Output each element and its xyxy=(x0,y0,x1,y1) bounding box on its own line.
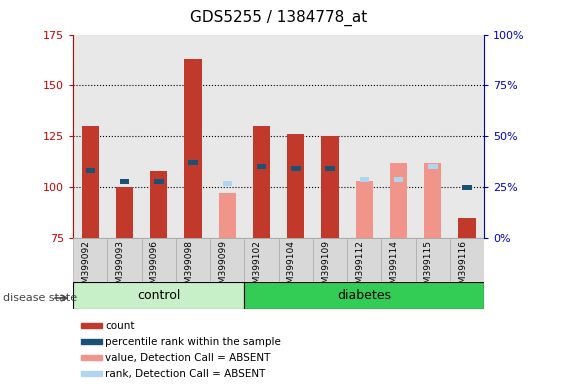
Bar xyxy=(279,238,313,282)
Bar xyxy=(81,355,102,360)
Text: GSM399114: GSM399114 xyxy=(390,240,399,295)
Bar xyxy=(189,160,198,166)
Text: rank, Detection Call = ABSENT: rank, Detection Call = ABSENT xyxy=(105,369,266,379)
Bar xyxy=(253,126,270,238)
Bar xyxy=(356,181,373,238)
Bar xyxy=(287,134,305,238)
Text: GSM399112: GSM399112 xyxy=(355,240,364,295)
Text: GSM399102: GSM399102 xyxy=(253,240,262,295)
Text: GSM399093: GSM399093 xyxy=(115,240,124,295)
Bar xyxy=(116,187,133,238)
Bar xyxy=(313,238,347,282)
Bar xyxy=(347,238,381,282)
Bar xyxy=(210,238,244,282)
Bar xyxy=(450,238,484,282)
Bar xyxy=(86,168,95,174)
Bar xyxy=(458,218,476,238)
Text: control: control xyxy=(137,289,181,302)
Bar xyxy=(257,164,266,169)
Text: GSM399098: GSM399098 xyxy=(184,240,193,295)
Bar xyxy=(394,177,403,182)
Text: GSM399092: GSM399092 xyxy=(81,240,90,295)
Text: GSM399116: GSM399116 xyxy=(458,240,467,295)
Bar xyxy=(321,136,338,238)
Text: GSM399115: GSM399115 xyxy=(424,240,433,295)
Bar xyxy=(390,163,407,238)
Bar xyxy=(222,180,232,186)
Bar xyxy=(120,179,129,184)
Bar xyxy=(81,371,102,376)
Bar xyxy=(244,238,279,282)
Text: percentile rank within the sample: percentile rank within the sample xyxy=(105,337,282,347)
Bar xyxy=(219,193,236,238)
Text: diabetes: diabetes xyxy=(337,289,391,302)
Bar xyxy=(425,163,441,238)
Bar xyxy=(108,238,142,282)
Bar xyxy=(154,179,163,184)
Bar xyxy=(81,339,102,344)
Bar xyxy=(244,282,484,309)
Bar xyxy=(462,185,472,190)
Bar xyxy=(150,171,167,238)
Bar xyxy=(428,164,437,169)
Bar xyxy=(82,126,99,238)
Bar xyxy=(291,166,301,171)
Bar xyxy=(81,323,102,328)
Bar xyxy=(325,166,335,171)
Bar xyxy=(176,238,210,282)
Bar xyxy=(73,282,244,309)
Text: GSM399109: GSM399109 xyxy=(321,240,330,295)
Text: count: count xyxy=(105,321,135,331)
Bar xyxy=(142,238,176,282)
Bar xyxy=(415,238,450,282)
Text: disease state: disease state xyxy=(3,293,77,303)
Text: value, Detection Call = ABSENT: value, Detection Call = ABSENT xyxy=(105,353,271,363)
Text: GSM399104: GSM399104 xyxy=(287,240,296,295)
Bar xyxy=(360,177,369,182)
Text: GSM399096: GSM399096 xyxy=(150,240,159,295)
Bar xyxy=(185,59,202,238)
Text: GDS5255 / 1384778_at: GDS5255 / 1384778_at xyxy=(190,10,367,26)
Bar xyxy=(73,238,108,282)
Bar xyxy=(382,238,415,282)
Text: GSM399099: GSM399099 xyxy=(218,240,227,295)
